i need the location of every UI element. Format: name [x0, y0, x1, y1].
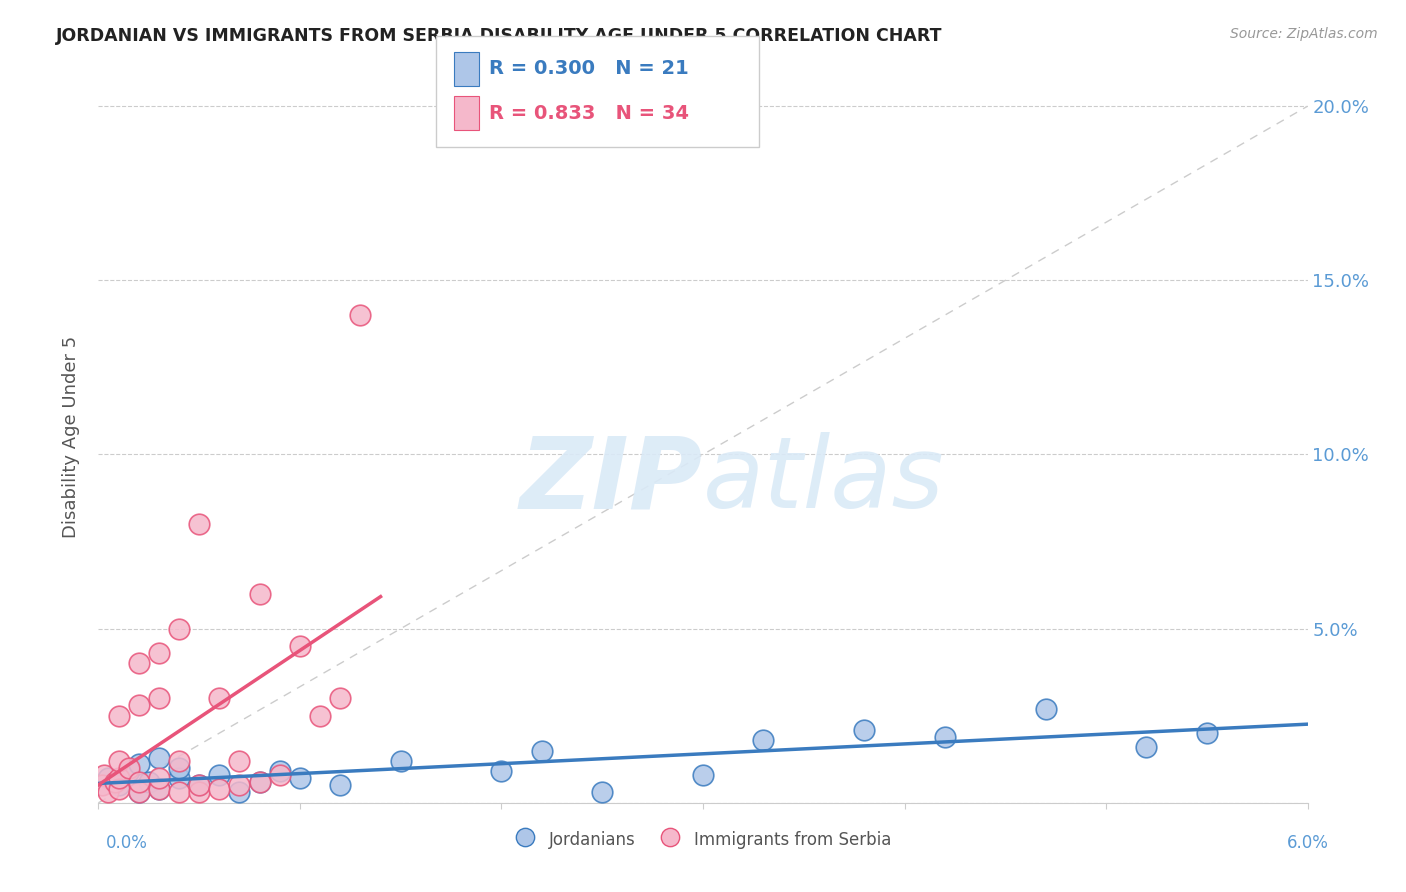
Legend: Jordanians, Immigrants from Serbia: Jordanians, Immigrants from Serbia: [509, 823, 897, 856]
Point: [128, 657, 150, 671]
Point: [853, 723, 876, 737]
Point: [128, 775, 150, 789]
Point: [97, 785, 120, 799]
Y-axis label: Disability Age Under 5: Disability Age Under 5: [62, 336, 80, 538]
Point: [530, 743, 553, 757]
Point: [208, 768, 231, 782]
Point: [228, 754, 250, 768]
Point: [167, 754, 190, 768]
Point: [752, 733, 775, 747]
Point: [188, 778, 211, 792]
Point: [97, 772, 120, 786]
Point: [167, 761, 190, 775]
Point: [128, 785, 150, 799]
Point: [269, 764, 291, 779]
Point: [107, 781, 129, 796]
Point: [228, 778, 250, 792]
Point: [188, 785, 211, 799]
Point: [138, 775, 160, 789]
Point: [349, 308, 371, 322]
Point: [1035, 702, 1057, 716]
Point: [491, 764, 513, 779]
Point: [692, 768, 714, 782]
Point: [118, 761, 141, 775]
Point: [389, 754, 412, 768]
Point: [107, 754, 129, 768]
Point: [208, 691, 231, 706]
Point: [309, 708, 332, 723]
Point: [188, 778, 211, 792]
Point: [107, 778, 129, 792]
Point: [228, 785, 250, 799]
Point: [167, 622, 190, 636]
Point: [93, 768, 115, 782]
Text: 6.0%: 6.0%: [1286, 834, 1329, 852]
Point: [934, 730, 956, 744]
Point: [107, 772, 129, 786]
Point: [148, 781, 170, 796]
Point: [249, 587, 271, 601]
Text: Source: ZipAtlas.com: Source: ZipAtlas.com: [1230, 27, 1378, 41]
Point: [329, 778, 352, 792]
Point: [249, 775, 271, 789]
Point: [107, 708, 129, 723]
Point: [128, 757, 150, 772]
Point: [148, 750, 170, 764]
Point: [288, 639, 311, 653]
Point: [329, 691, 352, 706]
Point: [591, 785, 613, 799]
Point: [148, 772, 170, 786]
Text: 0.0%: 0.0%: [105, 834, 148, 852]
Text: atlas: atlas: [703, 433, 945, 530]
Text: JORDANIAN VS IMMIGRANTS FROM SERBIA DISABILITY AGE UNDER 5 CORRELATION CHART: JORDANIAN VS IMMIGRANTS FROM SERBIA DISA…: [56, 27, 943, 45]
Point: [148, 646, 170, 660]
Point: [249, 775, 271, 789]
Point: [288, 772, 311, 786]
Point: [269, 768, 291, 782]
Point: [148, 781, 170, 796]
Text: R = 0.833   N = 34: R = 0.833 N = 34: [489, 103, 689, 123]
Point: [118, 764, 141, 779]
Point: [91, 778, 114, 792]
Text: ZIP: ZIP: [520, 433, 703, 530]
Point: [128, 698, 150, 713]
Point: [167, 772, 190, 786]
Point: [1195, 726, 1218, 740]
Point: [188, 517, 211, 532]
Point: [1135, 740, 1157, 755]
Point: [208, 781, 231, 796]
Text: R = 0.300   N = 21: R = 0.300 N = 21: [489, 59, 689, 78]
Point: [148, 691, 170, 706]
Point: [103, 775, 125, 789]
Point: [167, 785, 190, 799]
Point: [128, 785, 150, 799]
